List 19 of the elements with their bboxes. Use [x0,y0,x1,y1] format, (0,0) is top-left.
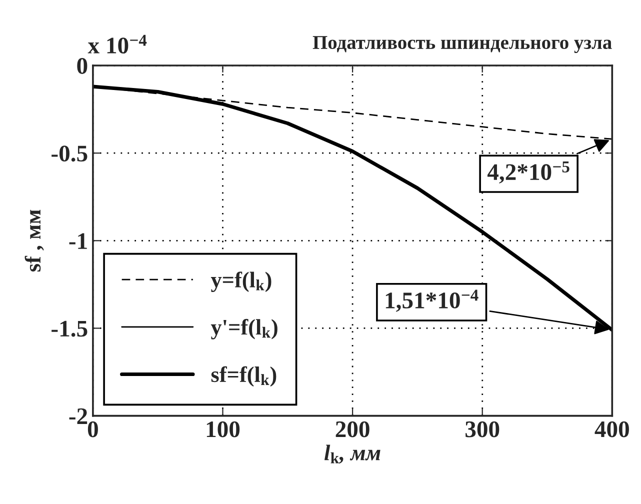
chart-title: Податливость шпиндельного узла [312,36,612,54]
legend-label: y'=f(l$_{k}$) [210,318,278,340]
y-tick-label: -1 [69,233,87,249]
y-tick-label: 0 [77,58,88,74]
x-tick-label: 200 [336,421,370,438]
y-tick-label: -1.5 [52,320,88,337]
x-tick-label: 100 [206,421,240,438]
legend-label: y=f(l$_{k}$) [210,272,272,292]
x-tick-label: 0 [88,421,98,438]
x-axis-title: l$_{k}$, мм [324,444,380,464]
y-tick-label: -0.5 [52,146,88,162]
y-tick-label: -2 [69,408,88,424]
annotation: 4,2*10$^{−5}$ [487,161,570,184]
x-tick-label: 300 [466,421,500,438]
x-tick-label: 400 [594,421,629,438]
annotation: 1,51*10$^{−4}$ [386,290,478,312]
text: x 10$^{−4}$ [88,34,147,54]
y-axis-title: sf , мм [24,210,44,272]
legend-label: sf=f(l$_{k}$) [211,366,276,387]
